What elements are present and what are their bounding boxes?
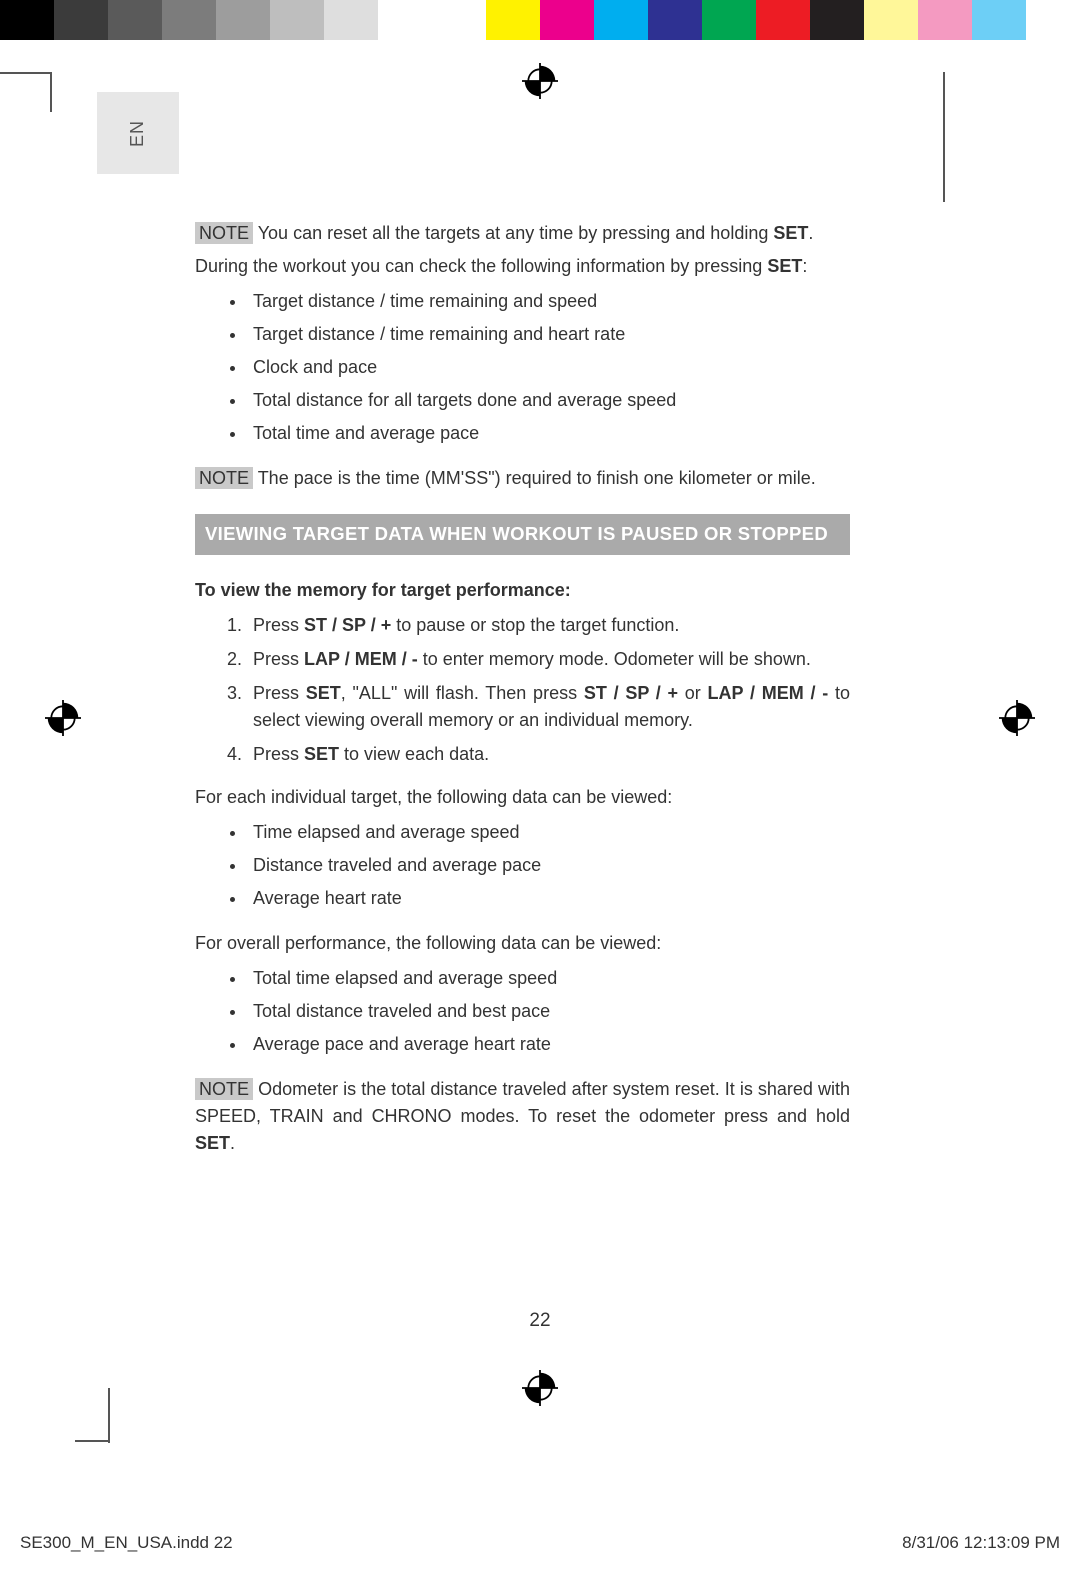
- list-item: Total distance for all targets done and …: [247, 387, 850, 414]
- note-paragraph: NOTE You can reset all the targets at an…: [195, 220, 850, 247]
- list-item: Target distance / time remaining and hea…: [247, 321, 850, 348]
- note-label: NOTE: [195, 222, 253, 244]
- registration-mark-icon: [522, 1370, 558, 1406]
- page-number: 22: [0, 1310, 1080, 1332]
- note-text: .: [230, 1133, 235, 1153]
- key-name: SET: [773, 223, 808, 243]
- key-name: ST / SP / +: [304, 615, 391, 635]
- colorbar-swatch: [432, 0, 486, 40]
- colorbar-swatch: [810, 0, 864, 40]
- numbered-list: Press ST / SP / + to pause or stop the t…: [195, 612, 850, 768]
- colorbar-swatch: [216, 0, 270, 40]
- body-text: For each individual target, the followin…: [195, 784, 850, 811]
- crop-mark: [108, 1388, 110, 1443]
- key-name: ST / SP / +: [584, 683, 678, 703]
- list-item: Clock and pace: [247, 354, 850, 381]
- body-text: During the workout you can check the fol…: [195, 253, 850, 280]
- colorbar-swatch: [378, 0, 432, 40]
- note-label: NOTE: [195, 1078, 253, 1100]
- list-item: Total distance traveled and best pace: [247, 998, 850, 1025]
- language-label: EN: [127, 119, 148, 146]
- list-item: Average pace and average heart rate: [247, 1031, 850, 1058]
- colorbar-swatch: [108, 0, 162, 40]
- colorbar-swatch: [972, 0, 1026, 40]
- colorbar-swatch: [54, 0, 108, 40]
- registration-mark-icon: [999, 700, 1035, 736]
- list-item: Target distance / time remaining and spe…: [247, 288, 850, 315]
- colorbar-swatch: [540, 0, 594, 40]
- bullet-list: Target distance / time remaining and spe…: [195, 288, 850, 447]
- list-item: Average heart rate: [247, 885, 850, 912]
- key-name: LAP / MEM / -: [304, 649, 418, 669]
- bullet-list: Time elapsed and average speed Distance t…: [195, 819, 850, 912]
- sub-heading: To view the memory for target performanc…: [195, 577, 850, 604]
- key-name: SET: [306, 683, 341, 703]
- key-name: SET: [767, 256, 802, 276]
- colorbar-swatch: [756, 0, 810, 40]
- footer-filename: SE300_M_EN_USA.indd 22: [20, 1533, 233, 1553]
- colorbar-swatch: [702, 0, 756, 40]
- print-colorbar: [0, 0, 1080, 40]
- registration-mark-icon: [522, 63, 558, 99]
- note-text: The pace is the time (MM'SS") required t…: [253, 468, 816, 488]
- list-item: Press SET, "ALL" will flash. Then press …: [247, 680, 850, 734]
- list-item: Press SET to view each data.: [247, 741, 850, 768]
- colorbar-swatch: [1026, 0, 1080, 40]
- bullet-list: Total time elapsed and average speed Tota…: [195, 965, 850, 1058]
- list-item: Total time and average pace: [247, 420, 850, 447]
- note-text: You can reset all the targets at any tim…: [253, 223, 773, 243]
- list-item: Press LAP / MEM / - to enter memory mode…: [247, 646, 850, 673]
- section-heading: VIEWING TARGET DATA WHEN WORKOUT IS PAUS…: [195, 514, 850, 555]
- footer-timestamp: 8/31/06 12:13:09 PM: [902, 1533, 1060, 1553]
- colorbar-swatch: [594, 0, 648, 40]
- list-item: Total time elapsed and average speed: [247, 965, 850, 992]
- colorbar-swatch: [324, 0, 378, 40]
- crop-mark: [75, 1440, 110, 1442]
- colorbar-swatch: [648, 0, 702, 40]
- registration-mark-icon: [45, 700, 81, 736]
- key-name: LAP / MEM / -: [708, 683, 829, 703]
- key-name: SET: [195, 1133, 230, 1153]
- language-tab: EN: [97, 92, 179, 174]
- page-content: NOTE You can reset all the targets at an…: [195, 220, 850, 1163]
- crop-mark: [943, 72, 945, 202]
- note-label: NOTE: [195, 467, 253, 489]
- list-item: Time elapsed and average speed: [247, 819, 850, 846]
- note-text: .: [808, 223, 813, 243]
- crop-mark: [0, 72, 50, 74]
- colorbar-swatch: [864, 0, 918, 40]
- colorbar-swatch: [162, 0, 216, 40]
- crop-mark: [50, 72, 52, 112]
- list-item: Press ST / SP / + to pause or stop the t…: [247, 612, 850, 639]
- note-text: Odometer is the total distance traveled …: [195, 1079, 850, 1126]
- colorbar-swatch: [0, 0, 54, 40]
- list-item: Distance traveled and average pace: [247, 852, 850, 879]
- colorbar-swatch: [486, 0, 540, 40]
- note-paragraph: NOTE Odometer is the total distance trav…: [195, 1076, 850, 1157]
- key-name: SET: [304, 744, 339, 764]
- note-paragraph: NOTE The pace is the time (MM'SS") requi…: [195, 465, 850, 492]
- colorbar-swatch: [918, 0, 972, 40]
- body-text: For overall performance, the following d…: [195, 930, 850, 957]
- colorbar-swatch: [270, 0, 324, 40]
